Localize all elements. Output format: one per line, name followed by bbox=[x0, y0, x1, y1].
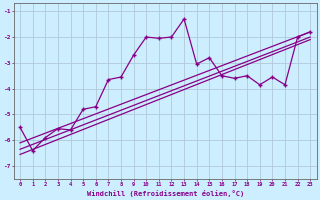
X-axis label: Windchill (Refroidissement éolien,°C): Windchill (Refroidissement éolien,°C) bbox=[86, 190, 244, 197]
